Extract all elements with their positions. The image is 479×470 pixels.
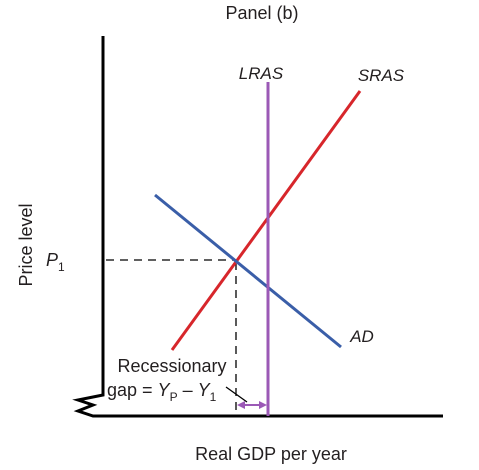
x-axis-label: Real GDP per year bbox=[195, 444, 347, 464]
ad-curve bbox=[154, 193, 342, 349]
panel-title: Panel (b) bbox=[225, 3, 298, 23]
ad-label: AD bbox=[349, 327, 374, 346]
gap-arrow bbox=[237, 401, 267, 409]
dashed-guides bbox=[106, 259, 237, 410]
gap-arrow-left-head bbox=[237, 401, 245, 409]
gap-formula: gap = YP – Y1 bbox=[107, 380, 217, 404]
axis-lines bbox=[72, 36, 443, 418]
lras-label: LRAS bbox=[239, 64, 284, 83]
annotation-leader-line bbox=[225, 386, 248, 403]
y-axis-label: Price level bbox=[16, 203, 36, 286]
recessionary-label: Recessionary bbox=[117, 356, 226, 376]
gap-arrow-right-head bbox=[259, 401, 267, 409]
axes bbox=[72, 36, 443, 418]
price-level-p1-label: P1 bbox=[46, 250, 65, 274]
sras-label: SRAS bbox=[358, 66, 405, 85]
sras-curve bbox=[170, 90, 362, 351]
